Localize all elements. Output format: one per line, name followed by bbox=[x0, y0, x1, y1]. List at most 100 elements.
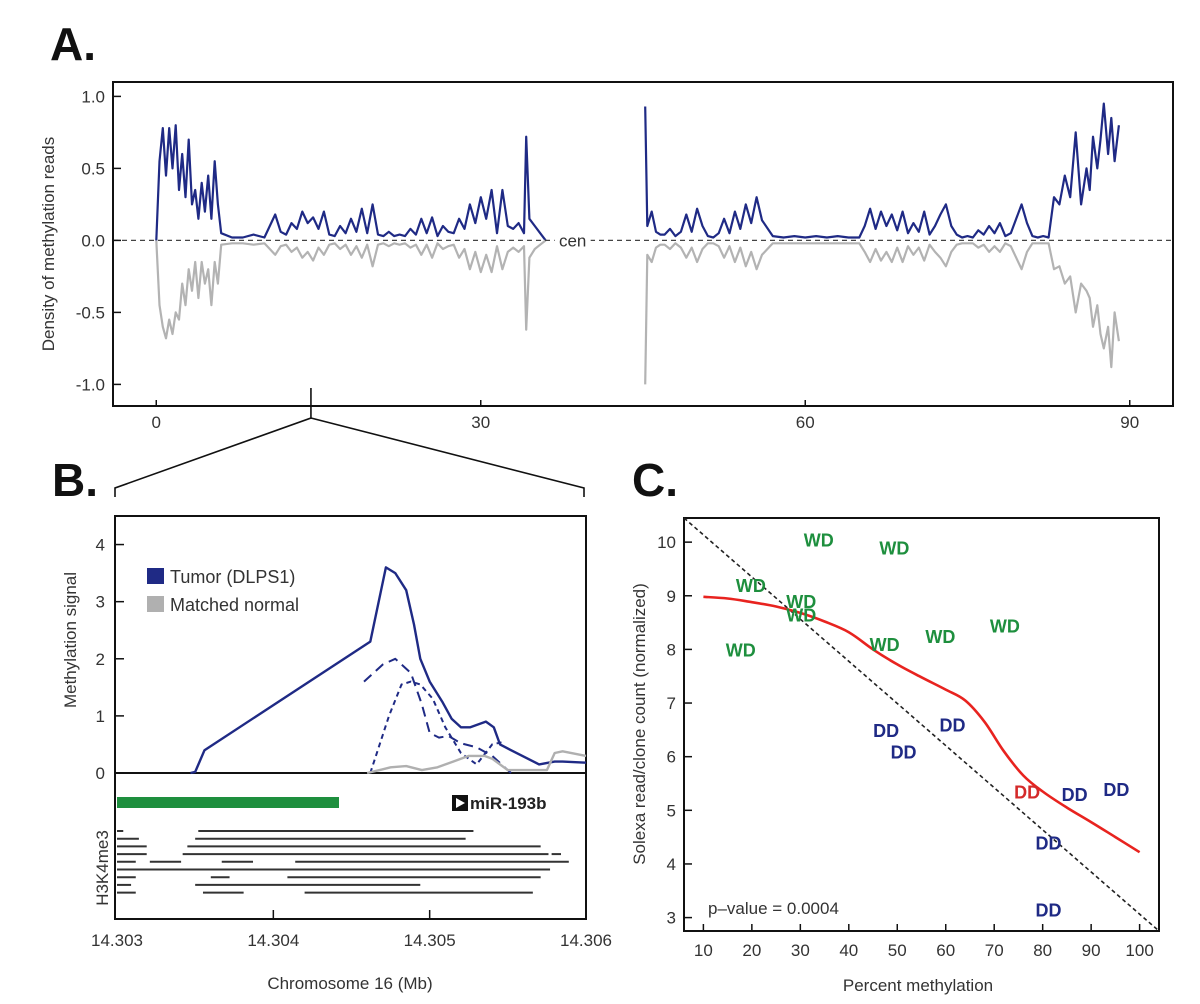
line-matched-normal bbox=[366, 750, 587, 775]
panel-b-legend: Tumor (DLPS1) Matched normal bbox=[147, 567, 299, 615]
x-tick-label: 14.306 bbox=[560, 931, 612, 950]
panel-b: B. 0 1 2 3 4 14.303 14.304 14.305 14.306 Methyl… bbox=[52, 454, 612, 993]
panel-a-letter: A. bbox=[50, 18, 96, 70]
panel-a-y-ticks: 1.0 0.5 0.0 -0.5 -1.0 bbox=[76, 87, 121, 394]
point-wd: WD bbox=[879, 539, 909, 559]
point-dd: DD bbox=[1035, 901, 1061, 921]
point-wd: WD bbox=[726, 640, 756, 660]
line-tumor-dlps1- bbox=[190, 566, 587, 775]
panel-b-x-ticks: 14.303 14.304 14.305 14.306 bbox=[91, 910, 612, 950]
x-tick-label: 60 bbox=[796, 413, 815, 432]
panel-b-letter: B. bbox=[52, 454, 98, 506]
y-tick-label: 3 bbox=[96, 593, 105, 612]
x-tick-label: 60 bbox=[936, 941, 955, 960]
zoom-connector bbox=[114, 388, 585, 497]
point-dd: DD bbox=[891, 742, 917, 762]
point-dd: DD bbox=[940, 716, 966, 736]
panel-c-letter: C. bbox=[632, 454, 678, 506]
x-tick-label: 30 bbox=[471, 413, 490, 432]
legend-label-normal: Matched normal bbox=[170, 595, 299, 615]
y-tick-label: 2 bbox=[96, 650, 105, 669]
point-dd: DD bbox=[1014, 783, 1040, 803]
y-tick-label: 1.0 bbox=[81, 87, 105, 106]
y-tick-label: 4 bbox=[667, 855, 676, 874]
h3k4me3-track bbox=[117, 830, 569, 894]
panel-b-series bbox=[190, 566, 587, 775]
point-wd: WD bbox=[804, 530, 834, 550]
zoom-connector-left bbox=[114, 388, 312, 497]
x-tick-label: 14.304 bbox=[247, 931, 299, 950]
point-dd: DD bbox=[873, 721, 899, 741]
point-dd: DD bbox=[1062, 785, 1088, 805]
panel-c-x-ticks: 10 20 30 40 50 60 70 80 90 100 bbox=[694, 924, 1154, 960]
point-wd: WD bbox=[786, 606, 816, 626]
x-tick-label: 80 bbox=[1033, 941, 1052, 960]
line-tumor-replicate-1 bbox=[363, 657, 512, 774]
x-tick-label: 70 bbox=[985, 941, 1004, 960]
y-tick-label: -0.5 bbox=[76, 303, 105, 322]
y-tick-label: 8 bbox=[667, 640, 676, 659]
x-tick-label: 100 bbox=[1125, 941, 1153, 960]
point-dd: DD bbox=[1035, 834, 1061, 854]
centromere-label: cen bbox=[559, 231, 586, 250]
point-wd: WD bbox=[990, 616, 1020, 636]
y-tick-label: 4 bbox=[96, 536, 105, 555]
point-wd: WD bbox=[870, 635, 900, 655]
y-tick-label: 9 bbox=[667, 587, 676, 606]
panel-b-y-label: Methylation signal bbox=[61, 572, 80, 708]
line-tumor-replicate-2 bbox=[369, 680, 505, 774]
point-wd: WD bbox=[925, 627, 955, 647]
y-tick-label: 10 bbox=[657, 533, 676, 552]
panel-a-frame bbox=[112, 81, 1174, 407]
zoom-connector-right bbox=[310, 417, 585, 497]
panel-b-y-ticks: 0 1 2 3 4 bbox=[96, 536, 124, 783]
panel-c-frame bbox=[683, 517, 1160, 932]
y-tick-label: 1 bbox=[96, 707, 105, 726]
y-tick-label: 0.0 bbox=[81, 231, 105, 250]
y-tick-label: 0 bbox=[96, 764, 105, 783]
point-wd: WD bbox=[736, 576, 766, 596]
y-tick-label: 6 bbox=[667, 748, 676, 767]
x-tick-label: 0 bbox=[152, 413, 161, 432]
point-wd: WD bbox=[786, 592, 816, 612]
y-tick-label: -1.0 bbox=[76, 375, 105, 394]
y-tick-label: 3 bbox=[667, 909, 676, 928]
y-tick-label: 7 bbox=[667, 694, 676, 713]
panel-a-y-label: Density of methylation reads bbox=[39, 137, 58, 352]
x-tick-label: 30 bbox=[791, 941, 810, 960]
series-normal bbox=[155, 239, 1120, 385]
cpg-island-bar bbox=[117, 797, 339, 808]
x-tick-label: 10 bbox=[694, 941, 713, 960]
panel-a: A. cen 1.0 0.5 0.0 -0.5 -1.0 0 30 60 90 Density… bbox=[39, 18, 1174, 497]
legend-swatch-normal bbox=[147, 596, 164, 612]
h3k4me3-label: H3K4me3 bbox=[93, 830, 112, 906]
x-tick-label: 40 bbox=[839, 941, 858, 960]
panel-b-x-label: Chromosome 16 (Mb) bbox=[267, 974, 432, 993]
panel-c-y-ticks: 3 4 5 6 7 8 9 10 bbox=[657, 533, 692, 928]
panel-a-series bbox=[155, 102, 1120, 385]
play-triangle-icon-glyph bbox=[456, 798, 465, 808]
p-value-annotation: p–value = 0.0004 bbox=[708, 899, 839, 918]
panel-b-frame bbox=[114, 515, 587, 920]
x-tick-label: 50 bbox=[888, 941, 907, 960]
x-tick-label: 20 bbox=[742, 941, 761, 960]
x-tick-label: 90 bbox=[1120, 413, 1139, 432]
point-dd: DD bbox=[1103, 780, 1129, 800]
legend-label-tumor: Tumor (DLPS1) bbox=[170, 567, 295, 587]
mirna-label: miR-193b bbox=[470, 794, 547, 813]
x-tick-label: 90 bbox=[1082, 941, 1101, 960]
centromere-label-bg bbox=[554, 231, 591, 248]
fit-curve bbox=[703, 595, 1141, 854]
legend-swatch-tumor bbox=[147, 568, 164, 584]
y-tick-label: 0.5 bbox=[81, 159, 105, 178]
y-tick-label: 5 bbox=[667, 801, 676, 820]
x-tick-label: 14.305 bbox=[404, 931, 456, 950]
series-tumor bbox=[155, 102, 1120, 242]
mirna-marker: miR-193b bbox=[452, 794, 547, 813]
panel-a-x-ticks: 0 30 60 90 bbox=[152, 400, 1139, 432]
panel-c-x-label: Percent methylation bbox=[843, 976, 993, 995]
panel-c-y-label: Solexa read/clone count (normalized) bbox=[630, 583, 649, 865]
